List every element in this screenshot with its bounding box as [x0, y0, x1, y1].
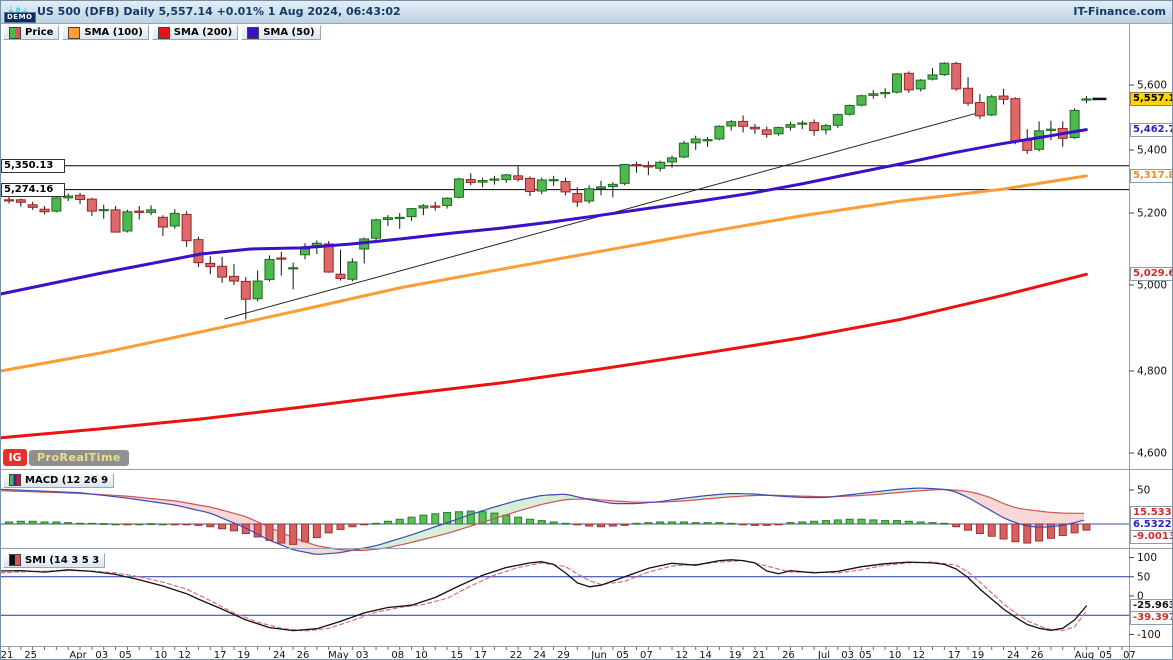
smi-panel-label[interactable]: SMI (14 3 5 3 — [3, 551, 106, 570]
svg-text:Apr: Apr — [69, 650, 87, 660]
smi-value-badge: -39.397 — [1130, 610, 1172, 625]
svg-text:Jun: Jun — [590, 650, 607, 660]
svg-text:08: 08 — [391, 650, 404, 660]
smi-series-icon — [9, 554, 21, 566]
svg-text:-100: -100 — [1137, 629, 1161, 641]
brand-link[interactable]: IT-Finance.com — [1073, 5, 1166, 18]
svg-text:05: 05 — [859, 650, 872, 660]
price-value-badge: 5,462.7. — [1130, 122, 1172, 137]
svg-text:12: 12 — [178, 650, 191, 660]
macd-label-text: MACD (12 26 9 — [25, 474, 109, 486]
legend-price-button[interactable]: Price — [3, 25, 60, 40]
svg-text:26: 26 — [297, 650, 310, 660]
svg-text:19: 19 — [729, 650, 742, 660]
sma100-series-icon — [68, 26, 81, 39]
smi-label-text: SMI (14 3 5 3 — [25, 554, 100, 566]
price-legend: Price SMA (100) SMA (200) SMA (50) — [3, 25, 321, 40]
svg-text:4,800: 4,800 — [1137, 366, 1167, 378]
svg-text:03: 03 — [356, 650, 369, 660]
svg-text:29: 29 — [557, 650, 570, 660]
sma50-series-icon — [247, 26, 260, 39]
svg-text:03: 03 — [841, 650, 854, 660]
svg-text:07: 07 — [1123, 650, 1136, 660]
svg-text:26: 26 — [1031, 650, 1044, 660]
legend-price-label: Price — [25, 27, 54, 38]
instrument-title: US 500 (DFB) Daily 5,557.14 +0.01% 1 Aug… — [37, 5, 401, 18]
svg-text:05: 05 — [1099, 650, 1112, 660]
prorealtime-logo: ProRealTime — [29, 449, 129, 466]
legend-sma100-button[interactable]: SMA (100) — [62, 25, 149, 40]
svg-text:May: May — [328, 650, 349, 660]
svg-text:03: 03 — [95, 650, 108, 660]
svg-text:07: 07 — [640, 650, 653, 660]
svg-text:100: 100 — [1137, 552, 1157, 564]
price-value-badge: 5,557.1. — [1130, 91, 1172, 106]
svg-text:24: 24 — [273, 650, 286, 660]
provider-logo: IG ProRealTime — [3, 449, 129, 466]
svg-text:19: 19 — [972, 650, 985, 660]
svg-text:17: 17 — [474, 650, 487, 660]
demo-badge: DEMO — [4, 12, 36, 23]
legend-sma50-button[interactable]: SMA (50) — [241, 25, 321, 40]
svg-text:5,400: 5,400 — [1137, 145, 1167, 157]
svg-text:24: 24 — [1007, 650, 1020, 660]
svg-text:15: 15 — [451, 650, 464, 660]
legend-sma200-button[interactable]: SMA (200) — [151, 25, 239, 40]
svg-text:5,600: 5,600 — [1137, 80, 1167, 92]
svg-text:12: 12 — [676, 650, 689, 660]
svg-text:05: 05 — [119, 650, 132, 660]
svg-text:22: 22 — [510, 650, 523, 660]
legend-sma100-label: SMA (100) — [84, 27, 143, 38]
sma200-series-icon — [157, 26, 170, 39]
level-badge: 5,350.13 — [1, 158, 65, 173]
svg-text:14: 14 — [699, 650, 712, 660]
svg-text:05: 05 — [616, 650, 629, 660]
macd-panel-label[interactable]: MACD (12 26 9 — [3, 471, 115, 490]
svg-text:21: 21 — [1, 650, 13, 660]
price-series-icon — [9, 26, 21, 39]
svg-text:4,600: 4,600 — [1137, 448, 1167, 460]
legend-sma50-label: SMA (50) — [263, 27, 315, 38]
svg-text:5,000: 5,000 — [1137, 280, 1167, 292]
svg-text:Aug: Aug — [1075, 650, 1095, 660]
svg-text:50: 50 — [1137, 485, 1150, 497]
svg-text:17: 17 — [214, 650, 227, 660]
price-value-badge: 5,029.6. — [1130, 267, 1172, 282]
svg-text:12: 12 — [912, 650, 925, 660]
title-bar: DEMO US 500 (DFB) Daily 5,557.14 +0.01% … — [1, 1, 1172, 24]
svg-text:26: 26 — [782, 650, 795, 660]
price-value-badge: 5,317.8. — [1130, 168, 1172, 183]
svg-text:21: 21 — [752, 650, 765, 660]
svg-text:5,200: 5,200 — [1137, 208, 1167, 220]
legend-sma200-label: SMA (200) — [173, 27, 233, 38]
svg-text:10: 10 — [889, 650, 902, 660]
level-badge: 5,274.16 — [1, 182, 65, 197]
svg-text:0: 0 — [1137, 591, 1144, 603]
svg-text:10: 10 — [415, 650, 428, 660]
svg-text:50: 50 — [1137, 571, 1150, 583]
svg-text:17: 17 — [948, 650, 961, 660]
svg-text:Jul: Jul — [817, 650, 830, 660]
macd-value-badge: -9.0013 — [1130, 530, 1172, 545]
macd-series-icon — [9, 474, 21, 486]
svg-text:24: 24 — [533, 650, 546, 660]
svg-text:10: 10 — [155, 650, 168, 660]
ig-logo: IG — [3, 449, 27, 466]
svg-text:25: 25 — [24, 650, 37, 660]
svg-text:19: 19 — [237, 650, 250, 660]
